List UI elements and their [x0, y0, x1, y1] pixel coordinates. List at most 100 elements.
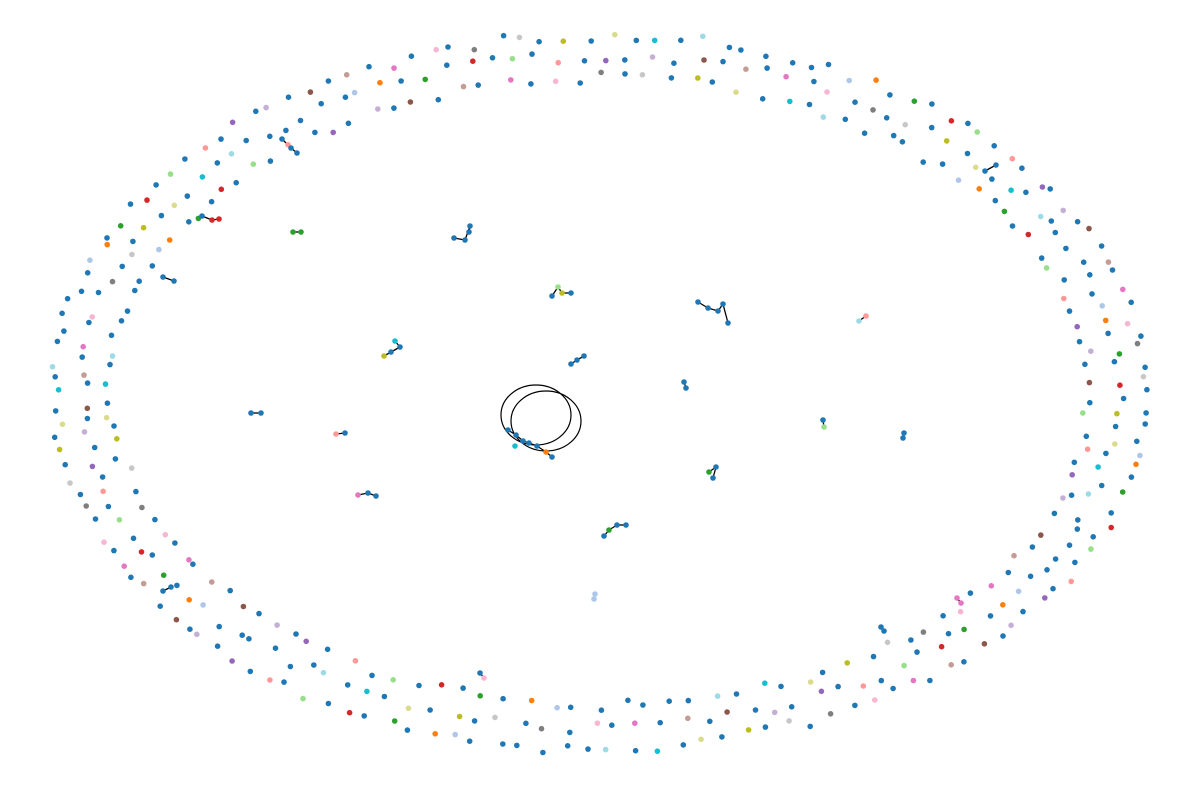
graph-node — [595, 720, 601, 726]
graph-node — [111, 548, 117, 554]
graph-node — [921, 629, 927, 635]
graph-node — [294, 150, 300, 156]
graph-node — [514, 743, 520, 749]
graph-node — [190, 561, 196, 567]
graph-node — [168, 584, 174, 590]
graph-node — [946, 631, 952, 637]
graph-node — [303, 639, 309, 645]
graph-node — [582, 58, 588, 64]
graph-node — [707, 719, 713, 725]
graph-node — [856, 318, 862, 324]
graph-node — [452, 732, 458, 738]
graph-node — [117, 517, 123, 523]
graph-node — [948, 662, 954, 668]
graph-node — [789, 704, 795, 710]
graph-node — [808, 679, 814, 685]
graph-node — [187, 626, 193, 632]
graph-node — [1053, 556, 1059, 562]
graph-node — [710, 79, 716, 85]
graph-node — [85, 406, 91, 412]
graph-node — [85, 416, 91, 422]
graph-node — [229, 151, 235, 157]
graph-node — [218, 136, 224, 142]
graph-node — [125, 308, 131, 314]
graph-node — [298, 118, 304, 124]
graph-node — [52, 374, 58, 380]
graph-node — [472, 47, 478, 53]
graph-node — [956, 177, 962, 183]
graph-node — [549, 293, 555, 299]
graph-node — [1042, 595, 1048, 601]
graph-node — [705, 305, 711, 311]
graph-node — [1077, 339, 1083, 345]
graph-node — [312, 130, 318, 136]
graph-node — [104, 235, 110, 241]
graph-node — [1117, 351, 1123, 357]
graph-node — [884, 115, 890, 121]
graph-node — [408, 99, 414, 105]
graph-node — [1067, 308, 1073, 314]
graph-node — [695, 299, 701, 305]
graph-node — [1044, 567, 1050, 573]
graph-node — [678, 38, 684, 44]
graph-node — [652, 38, 658, 44]
graph-node — [581, 353, 587, 359]
graph-node — [1106, 259, 1112, 265]
graph-node — [539, 726, 545, 732]
graph-node — [1038, 214, 1044, 220]
graph-node — [227, 588, 233, 594]
graph-node — [53, 408, 59, 414]
graph-node — [599, 707, 605, 713]
graph-node — [344, 72, 350, 78]
graph-node — [940, 161, 946, 167]
graph-nodes — [50, 32, 1150, 755]
graph-node — [1133, 462, 1139, 468]
graph-node — [939, 644, 945, 650]
graph-node — [701, 57, 707, 63]
graph-node — [139, 505, 145, 511]
graph-node — [1061, 296, 1067, 302]
graph-node — [1088, 348, 1094, 354]
graph-node — [683, 385, 689, 391]
graph-node — [912, 98, 918, 104]
graph-node — [457, 714, 463, 720]
graph-node — [406, 706, 412, 712]
graph-node — [890, 686, 896, 692]
graph-edges — [163, 139, 996, 678]
graph-node — [118, 223, 124, 229]
graph-node — [1068, 579, 1074, 585]
graph-node — [614, 522, 620, 528]
graph-node — [129, 465, 135, 471]
graph-node — [976, 186, 982, 192]
graph-node — [591, 596, 597, 602]
graph-node — [763, 724, 769, 730]
graph-node — [603, 747, 609, 753]
graph-node — [1099, 483, 1105, 489]
graph-node — [540, 750, 546, 756]
graph-node — [470, 58, 476, 64]
graph-node — [308, 89, 314, 95]
graph-node — [534, 443, 540, 449]
graph-node — [159, 213, 165, 219]
graph-node — [710, 475, 716, 481]
graph-node — [79, 354, 85, 360]
graph-node — [391, 65, 397, 71]
graph-node — [318, 101, 324, 107]
graph-node — [57, 447, 63, 453]
graph-node — [268, 158, 274, 164]
graph-node — [55, 339, 61, 345]
graph-node — [62, 462, 68, 468]
graph-node — [1000, 633, 1006, 639]
graph-node — [944, 138, 950, 144]
graph-node — [492, 715, 498, 721]
graph-node — [835, 684, 841, 690]
graph-node — [517, 35, 523, 41]
graph-node — [733, 89, 739, 95]
graph-node — [1082, 362, 1088, 368]
graph-node — [1105, 331, 1111, 337]
graph-node — [746, 727, 752, 733]
graph-node — [561, 38, 567, 44]
graph-node — [79, 289, 85, 295]
graph-node — [1050, 586, 1056, 592]
graph-node — [1125, 321, 1131, 327]
